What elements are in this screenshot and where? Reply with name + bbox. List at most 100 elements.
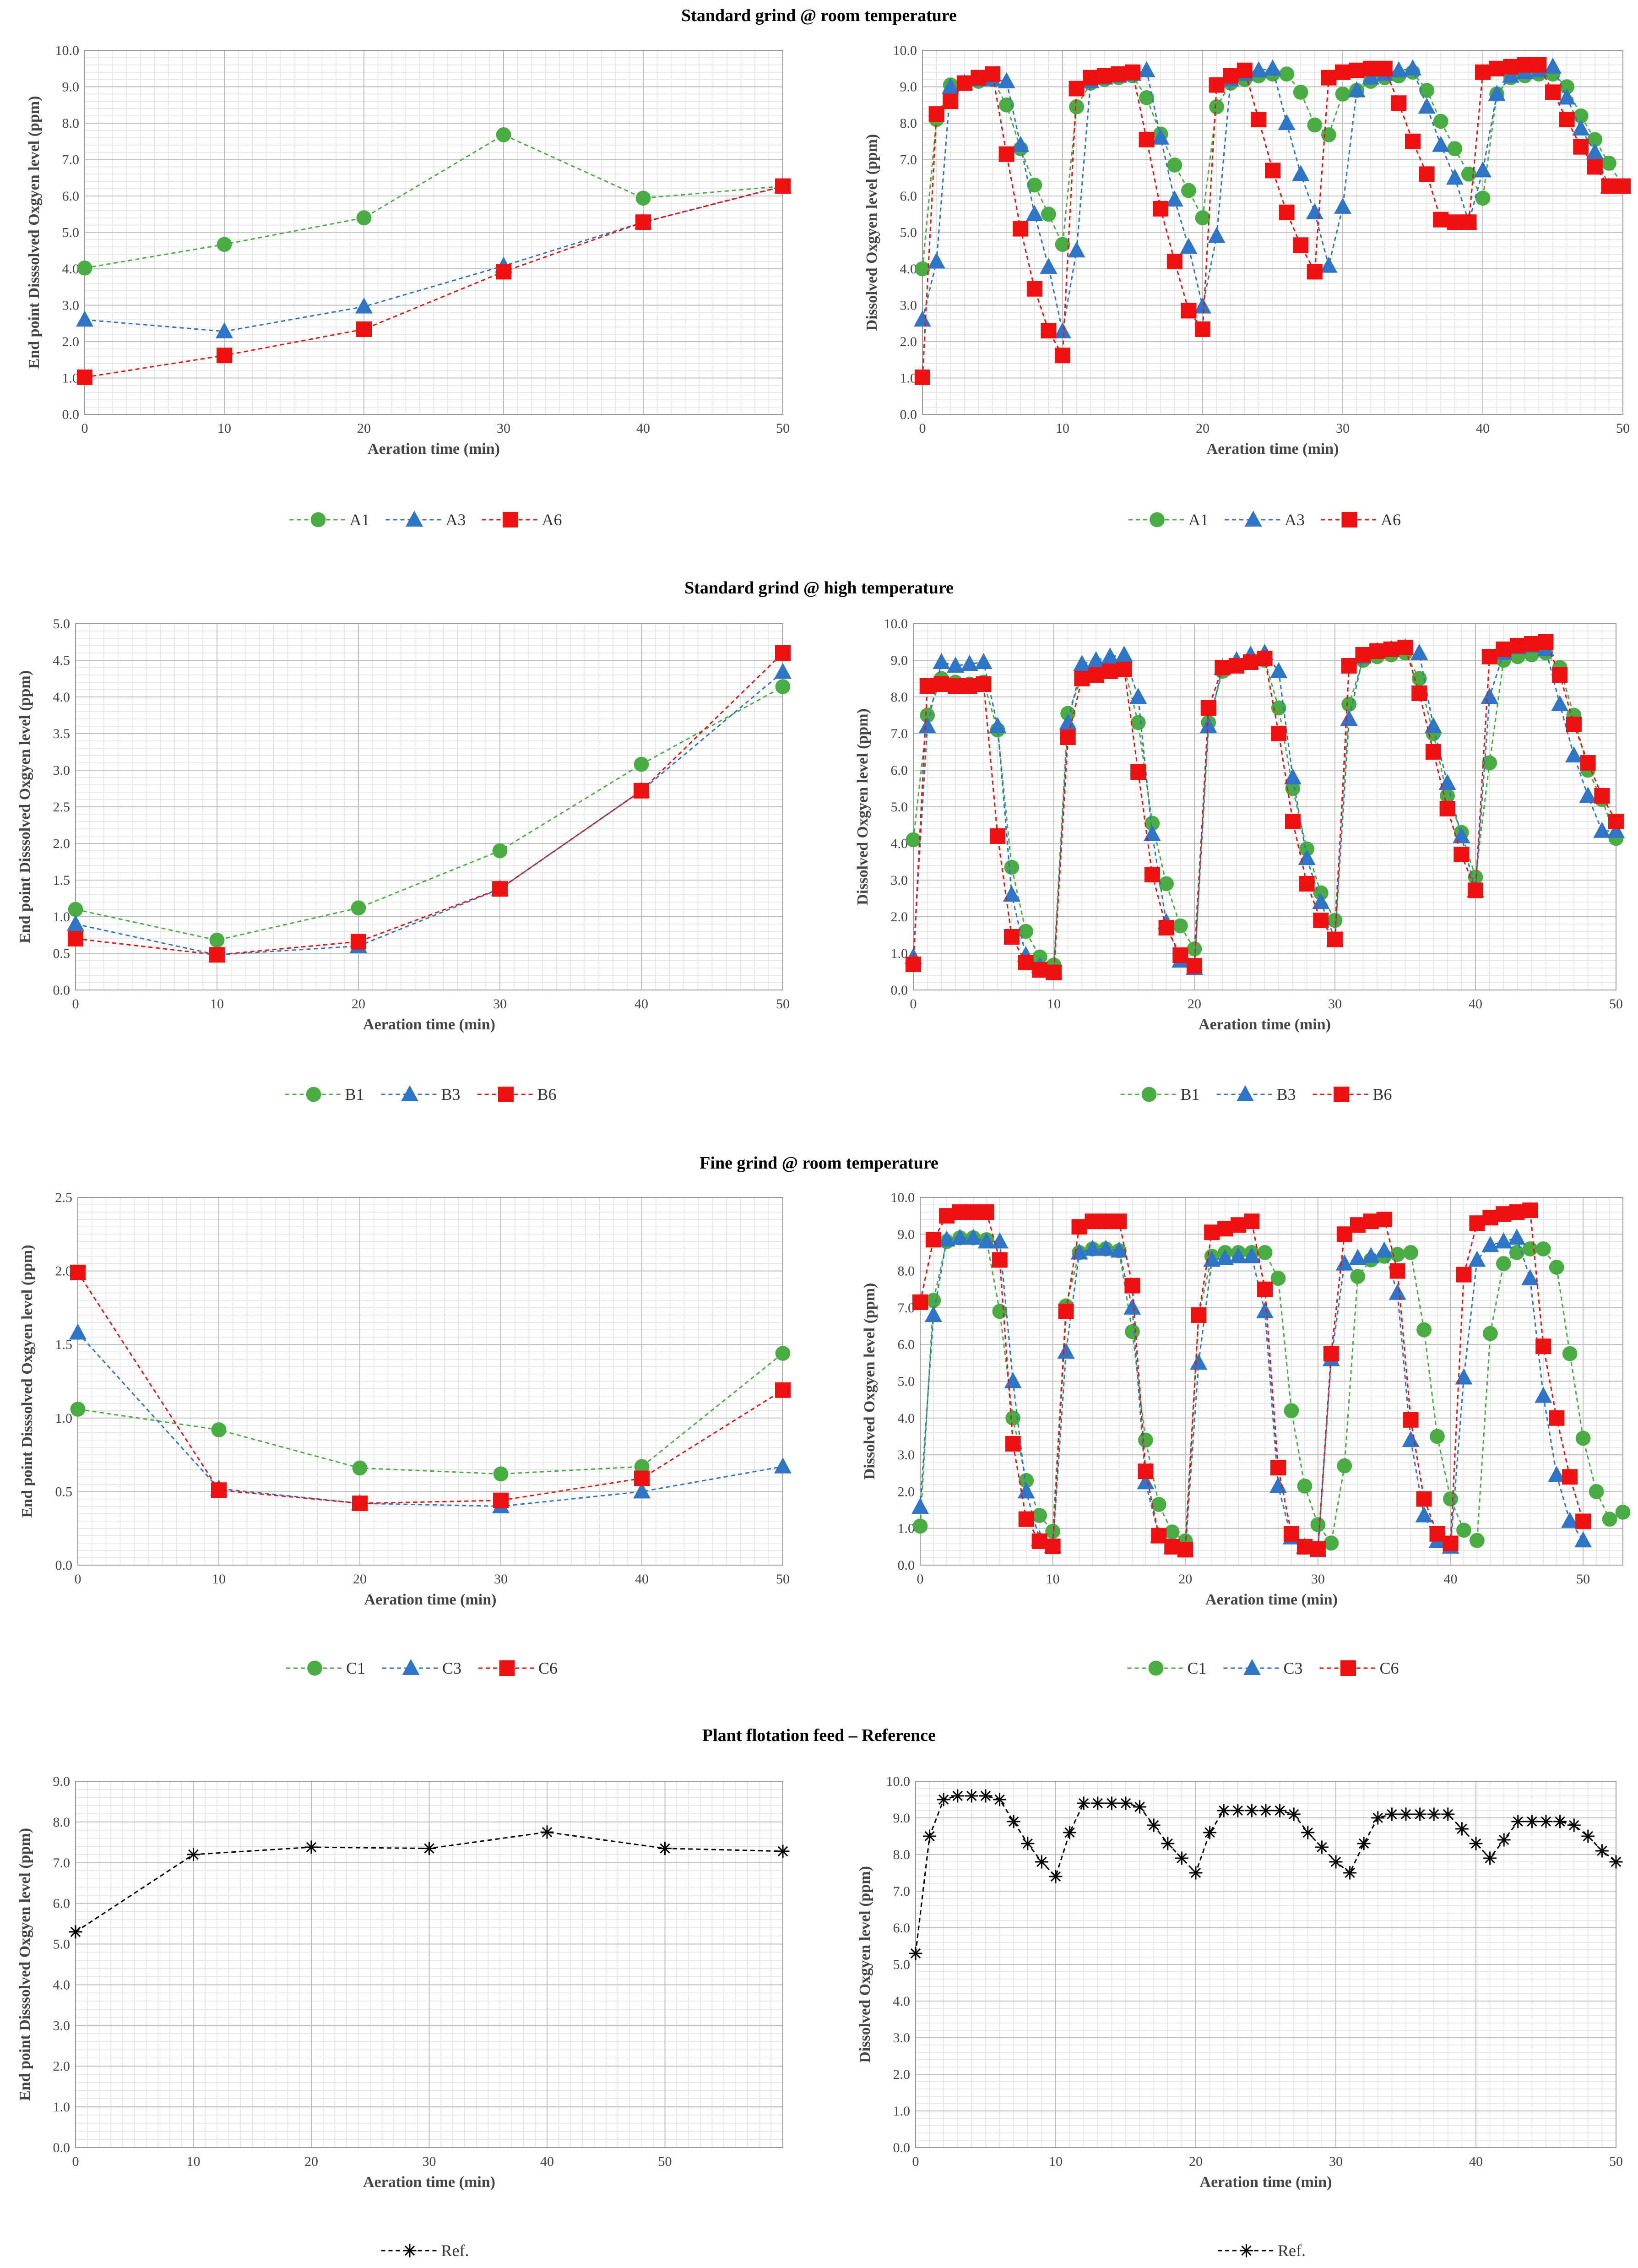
y-tick-label: 8.0 <box>898 1264 915 1279</box>
data-point <box>634 783 649 799</box>
data-point <box>351 900 366 916</box>
data-point <box>1323 1535 1339 1551</box>
legend-marker <box>403 2244 417 2257</box>
data-point <box>1032 949 1047 965</box>
x-tick-label: 40 <box>1476 421 1490 436</box>
data-point <box>1415 1506 1433 1523</box>
x-tick-label: 40 <box>540 2154 554 2169</box>
data-point <box>1453 827 1470 843</box>
legend-label: Ref. <box>1278 2241 1306 2260</box>
data-point <box>1003 886 1020 902</box>
data-point <box>1517 57 1533 73</box>
data-point <box>775 645 791 661</box>
data-point <box>1098 1213 1114 1229</box>
y-tick-label: 4.5 <box>53 653 71 668</box>
data-point <box>1371 1811 1385 1825</box>
data-point <box>1270 1271 1286 1286</box>
x-tick-label: 40 <box>635 996 648 1012</box>
x-tick-label: 0 <box>912 2154 919 2169</box>
data-point <box>1549 1410 1565 1426</box>
series-line <box>75 686 783 941</box>
y-tick-label: 7.0 <box>900 152 917 168</box>
y-tick-label: 2.0 <box>55 1264 73 1279</box>
y-tick-label: 8.0 <box>891 690 908 705</box>
data-point <box>1073 655 1091 671</box>
data-point <box>352 1460 368 1476</box>
legend-item: C1 <box>286 1659 365 1677</box>
data-point <box>1430 1429 1445 1444</box>
series-line <box>77 1272 783 1504</box>
data-point <box>69 1925 82 1939</box>
y-tick-label: 10.0 <box>886 1774 911 1789</box>
series-line <box>912 645 1616 974</box>
data-point <box>774 1457 792 1474</box>
y-tick-label: 7.0 <box>898 1300 915 1316</box>
data-point <box>1336 1226 1352 1242</box>
y-axis-title: End point Disssolved Oxgyen level (ppm) <box>26 96 43 369</box>
data-point <box>68 931 83 946</box>
data-point <box>1019 1473 1034 1488</box>
data-point <box>1144 816 1160 831</box>
data-point <box>1147 1818 1161 1832</box>
data-point <box>1230 1247 1247 1263</box>
data-point <box>1298 849 1316 865</box>
data-point <box>1456 1523 1471 1538</box>
data-point <box>1334 197 1351 214</box>
data-point <box>1335 64 1351 80</box>
data-point <box>1586 143 1604 159</box>
data-point <box>1439 801 1455 816</box>
data-point <box>1161 1837 1175 1850</box>
data-point <box>1068 241 1085 258</box>
data-point <box>635 190 651 206</box>
data-point <box>1416 1322 1432 1338</box>
x-tick-label: 10 <box>1046 1572 1060 1587</box>
data-point <box>1483 1851 1497 1865</box>
y-tick-label: 1.0 <box>55 1411 73 1426</box>
legend-label: A3 <box>1285 511 1305 529</box>
chart-b-profile: 0.0 1.0 2.0 3.0 4.0 5.0 6.0 7.0 8.0 9.0 10.0 0 10 20 3… <box>854 616 1625 1104</box>
series-line <box>75 671 783 956</box>
data-point <box>1105 1796 1118 1810</box>
data-point <box>920 707 935 723</box>
data-point <box>1475 64 1491 80</box>
data-point <box>634 1459 650 1474</box>
series-line <box>77 1353 783 1475</box>
data-point <box>1195 321 1210 337</box>
data-point <box>1482 1326 1498 1341</box>
data-point <box>540 1825 554 1839</box>
legend-marker <box>1150 512 1165 528</box>
data-point <box>1045 1539 1061 1555</box>
legend-item: B6 <box>1313 1085 1392 1104</box>
data-point <box>989 717 1007 733</box>
data-point <box>1341 658 1357 674</box>
series-a6 <box>77 178 791 385</box>
data-point <box>976 676 992 692</box>
legend-label: Ref. <box>441 2241 469 2260</box>
legend-marker <box>307 1660 322 1676</box>
data-point <box>1283 1526 1299 1542</box>
data-point <box>1608 814 1624 829</box>
legend-item: C3 <box>1223 1659 1303 1677</box>
data-point <box>1119 1796 1133 1810</box>
data-point <box>956 75 972 91</box>
data-point <box>1284 768 1302 784</box>
data-point <box>1167 158 1182 173</box>
section-title-standard-high: Standard grind @ high temperature <box>684 578 954 598</box>
data-point <box>1164 1524 1180 1540</box>
x-tick-label: 50 <box>776 1572 790 1587</box>
data-point <box>1403 1412 1419 1428</box>
x-tick-label: 50 <box>658 2154 672 2169</box>
data-point <box>1137 1473 1155 1490</box>
data-point <box>1424 717 1442 733</box>
y-tick-label: 1.0 <box>893 2104 911 2119</box>
data-point <box>909 1947 922 1960</box>
data-point <box>1071 1219 1087 1235</box>
data-point <box>1041 207 1056 222</box>
data-point <box>70 1264 86 1280</box>
data-point <box>1110 1241 1128 1258</box>
data-point <box>1123 1298 1141 1315</box>
data-point <box>1475 190 1491 206</box>
data-point <box>1355 647 1371 663</box>
data-point <box>1413 1807 1427 1821</box>
legend-item: A3 <box>385 511 466 529</box>
